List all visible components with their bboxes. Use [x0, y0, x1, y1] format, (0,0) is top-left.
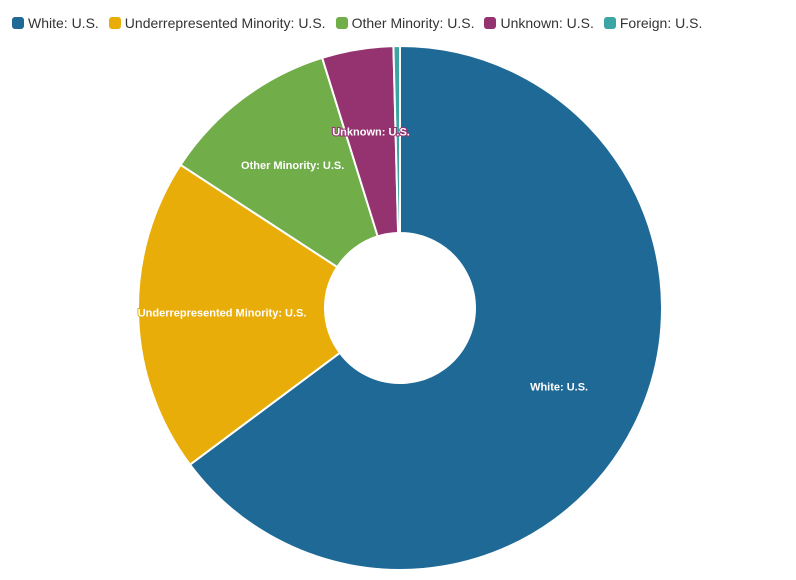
legend-label-foreign: Foreign: U.S.: [619, 15, 703, 31]
legend-swatch-underrepresented-minority: [108, 17, 121, 29]
legend-item-white[interactable]: White: U.S.: [12, 15, 99, 31]
slice-label-white: White: U.S.: [530, 382, 588, 394]
legend-swatch-other-minority: [335, 17, 348, 29]
legend-swatch-white: [12, 17, 24, 29]
legend-swatch-foreign: [603, 17, 616, 29]
legend: White: U.S. Underrepresented Minority: U…: [12, 12, 702, 34]
legend-label-white: White: U.S.: [28, 15, 99, 31]
legend-label-other-minority: Other Minority: U.S.: [351, 15, 475, 31]
legend-item-foreign[interactable]: Foreign: U.S.: [603, 15, 703, 31]
slice-underrepresented-minority[interactable]: [137, 163, 342, 467]
legend-item-unknown[interactable]: Unknown: U.S.: [484, 15, 594, 31]
slice-label-other-minority: Other Minority: U.S.: [241, 160, 344, 172]
slice-other-minority[interactable]: [179, 56, 379, 269]
slice-foreign[interactable]: [392, 44, 401, 235]
legend-swatch-unknown: [484, 17, 497, 29]
legend-item-underrepresented-minority[interactable]: Underrepresented Minority: U.S.: [108, 15, 326, 31]
slice-labels: White: U.S. Underrepresented Minority: U.…: [137, 125, 589, 394]
legend-item-other-minority[interactable]: Other Minority: U.S.: [335, 15, 475, 31]
slice-label-underrepresented-minority: Underrepresented Minority: U.S.: [138, 307, 307, 319]
legend-label-unknown: Unknown: U.S.: [500, 15, 594, 31]
legend-label-underrepresented-minority: Underrepresented Minority: U.S.: [124, 15, 326, 31]
slices: [137, 44, 663, 571]
slice-label-unknown: Unknown: U.S.: [332, 126, 410, 138]
slice-white[interactable]: [188, 44, 663, 571]
